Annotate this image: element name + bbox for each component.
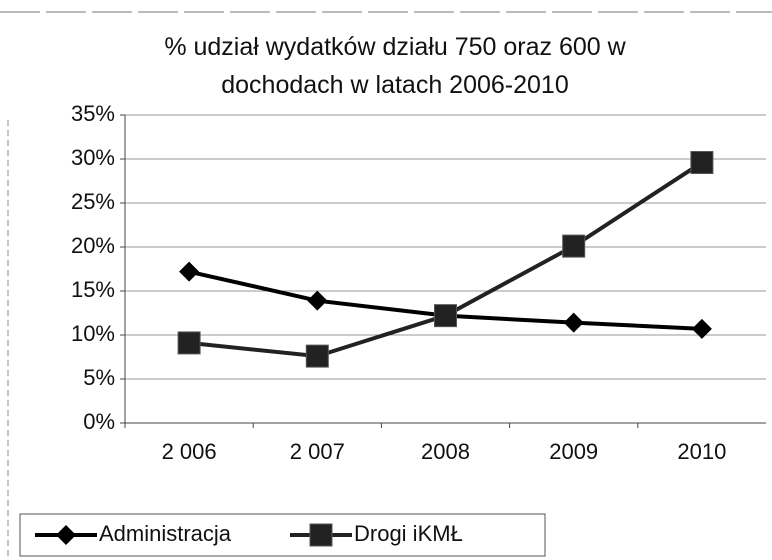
marker (691, 318, 712, 339)
chart-title: % udział wydatków działu 750 oraz 600 w … (164, 33, 626, 99)
legend-box (19, 513, 546, 557)
marker (562, 234, 586, 258)
marker (177, 331, 201, 355)
y-tick-label: 15% (71, 277, 115, 302)
y-tick-label: 25% (71, 189, 115, 214)
y-tick-label: 20% (71, 233, 115, 258)
y-tick-label: 0% (83, 409, 115, 434)
marker (434, 304, 457, 328)
x-tick-label: 2 006 (162, 439, 217, 464)
marker (690, 151, 714, 175)
marker (309, 523, 333, 547)
y-tick-label: 35% (71, 101, 115, 126)
y-tick-label: 30% (71, 145, 115, 170)
x-tick-label: 2 007 (290, 439, 345, 464)
x-tick-label: 2008 (421, 439, 470, 464)
x-tick-label: 2009 (549, 439, 598, 464)
x-tick-label: 2010 (677, 439, 726, 464)
legend-label: Drogi iKMŁ (354, 521, 463, 546)
legend-label: Administracja (99, 521, 232, 546)
y-tick-label: 10% (71, 321, 115, 346)
marker (56, 525, 76, 545)
y-tick-label: 5% (83, 365, 115, 390)
marker (179, 261, 200, 282)
marker (305, 344, 329, 368)
marker (563, 312, 584, 333)
marker (307, 290, 328, 311)
